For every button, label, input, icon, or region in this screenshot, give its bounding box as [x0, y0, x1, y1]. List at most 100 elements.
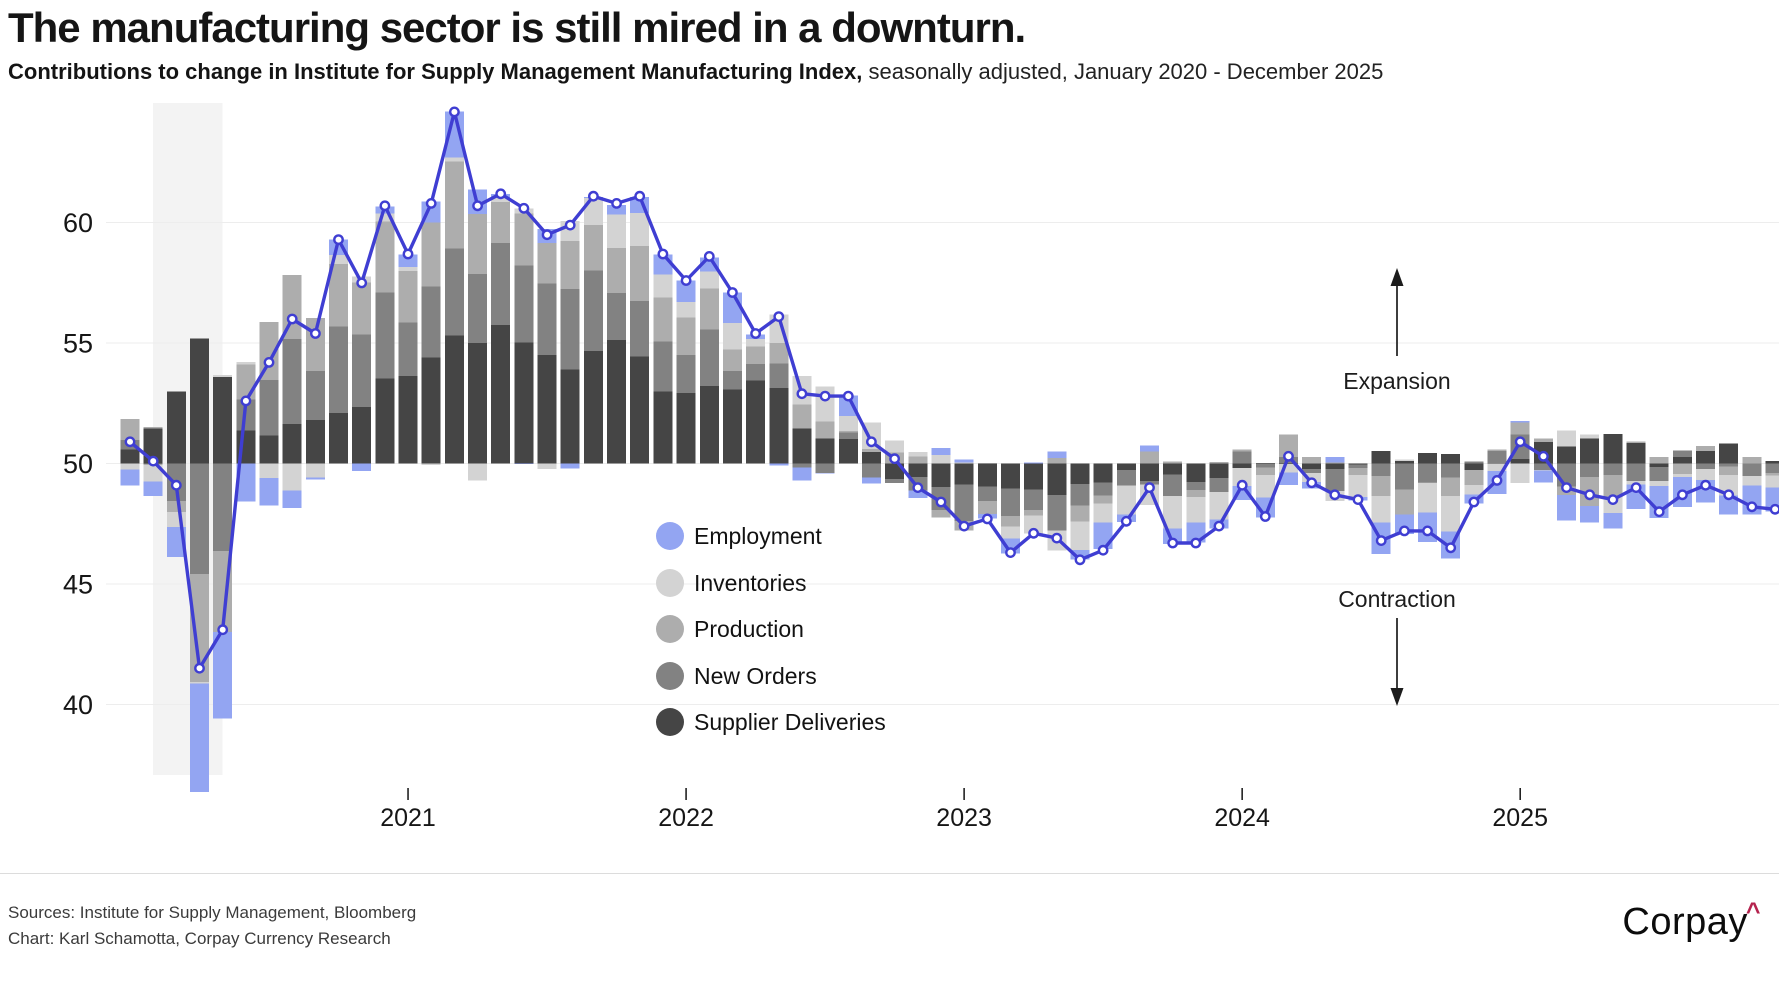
bar-segment-production [1325, 462, 1345, 464]
pmi-marker [217, 624, 229, 636]
pmi-marker [1167, 537, 1179, 549]
pmi-marker [170, 479, 182, 491]
bar-segment-supplier_deliveries [1580, 438, 1600, 464]
pmi-marker [448, 106, 460, 118]
bar-segment-inventories [1116, 485, 1136, 515]
contraction-label: Contraction [1338, 586, 1456, 612]
contribution-bars [120, 111, 1779, 792]
bar-segment-production [792, 404, 812, 429]
pmi-marker [1097, 544, 1109, 556]
pmi-marker [1538, 450, 1549, 462]
bar-segment-inventories [1093, 503, 1113, 523]
bar-segment-supplier_deliveries [282, 424, 302, 464]
bar-segment-inventories [1279, 463, 1298, 473]
bar-segment-inventories [630, 213, 650, 246]
bar-segment-production [120, 419, 140, 440]
legend-dot-employment [656, 522, 684, 550]
bar-segment-production [1603, 475, 1623, 498]
bar-segment-supplier_deliveries [838, 438, 858, 464]
bar-segment-employment [1533, 470, 1553, 483]
bar-segment-supplier_deliveries [375, 378, 395, 464]
bar-segment-new_orders [398, 322, 418, 376]
bar-segment-new_orders [1070, 484, 1090, 506]
bar-segment-supplier_deliveries [190, 338, 210, 464]
bar-group [1163, 461, 1183, 544]
bar-segment-inventories [607, 214, 627, 249]
bar-segment-inventories [1232, 467, 1252, 487]
bar-segment-inventories [1394, 459, 1414, 462]
bar-group [630, 197, 650, 464]
pmi-marker [1630, 482, 1642, 493]
bar-segment-inventories [1510, 463, 1530, 484]
bar-segment-production [1394, 489, 1414, 515]
bar-segment-inventories [1348, 475, 1368, 498]
pmi-marker [1514, 436, 1526, 448]
legend-item-employment: Employment [656, 522, 822, 550]
bar-segment-new_orders [329, 326, 349, 413]
bar-segment-production [722, 349, 742, 372]
bar-segment-inventories [1418, 483, 1438, 513]
bar-segment-production [1047, 458, 1067, 464]
bar-group [1209, 462, 1229, 529]
bar-group [676, 280, 696, 464]
bar-segment-inventories [259, 463, 279, 478]
bar-segment-new_orders [1487, 450, 1507, 464]
pmi-marker [1491, 474, 1503, 486]
expansion-arrowhead-icon [1390, 268, 1404, 286]
bar-segment-inventories [1765, 475, 1779, 488]
bar-segment-production [143, 426, 163, 429]
bar-segment-inventories [1580, 434, 1600, 439]
bar-segment-inventories [1464, 485, 1484, 495]
bar-segment-inventories [421, 463, 441, 465]
bar-segment-inventories [375, 213, 395, 222]
bar-segment-new_orders [1603, 463, 1623, 476]
bar-segment-inventories [1255, 475, 1275, 498]
bar-segment-production [375, 221, 395, 293]
bar-segment-supplier_deliveries [861, 451, 881, 464]
bar-segment-production [1279, 434, 1298, 457]
bar-segment-production [421, 222, 441, 287]
bar-segment-employment [1047, 451, 1067, 459]
bar-segment-supplier_deliveries [792, 428, 812, 464]
bar-segment-employment [305, 477, 325, 480]
pmi-marker [750, 328, 761, 339]
bar-segment-production [1649, 456, 1669, 464]
pmi-marker [1399, 525, 1410, 537]
bar-group [1557, 430, 1577, 521]
bar-segment-new_orders [977, 486, 997, 502]
bar-segment-employment [792, 467, 812, 481]
bar-segment-new_orders [1626, 463, 1646, 481]
pmi-marker [1120, 515, 1132, 527]
sources-line-1: Sources: Institute for Supply Management… [8, 903, 417, 922]
bar-segment-supplier_deliveries [468, 343, 488, 464]
bar-segment-new_orders [838, 432, 858, 439]
bar-segment-employment [236, 463, 256, 502]
bar-segment-production [236, 364, 256, 400]
bar-segment-supplier_deliveries [630, 356, 650, 464]
pmi-marker [1352, 494, 1364, 505]
bar-segment-inventories [699, 271, 719, 289]
bar-segment-supplier_deliveries [607, 340, 627, 464]
pmi-marker [495, 188, 507, 200]
bar-segment-supplier_deliveries [1163, 463, 1183, 475]
bar-segment-production [977, 501, 997, 515]
sources-line-2: Chart: Karl Schamotta, Corpay Currency R… [8, 929, 391, 948]
pmi-marker [889, 453, 900, 465]
x-axis-label-2022: 2022 [658, 804, 714, 832]
pmi-marker [1190, 537, 1202, 549]
bar-segment-inventories [491, 198, 511, 202]
bar-segment-new_orders [1116, 470, 1136, 486]
pmi-marker [309, 328, 321, 339]
y-axis-label-50: 50 [63, 449, 93, 479]
bar-segment-supplier_deliveries [352, 407, 372, 464]
bar-group [1580, 434, 1600, 523]
bar-group [143, 426, 163, 497]
bar-segment-supplier_deliveries [305, 420, 325, 464]
x-axis-label-2024: 2024 [1214, 804, 1270, 832]
bar-segment-supplier_deliveries [1464, 463, 1484, 470]
bar-segment-production [259, 321, 279, 381]
bar-group [1070, 463, 1090, 560]
bar-segment-inventories [1186, 497, 1206, 523]
bar-group [282, 275, 302, 508]
bar-segment-supplier_deliveries [1000, 463, 1020, 489]
